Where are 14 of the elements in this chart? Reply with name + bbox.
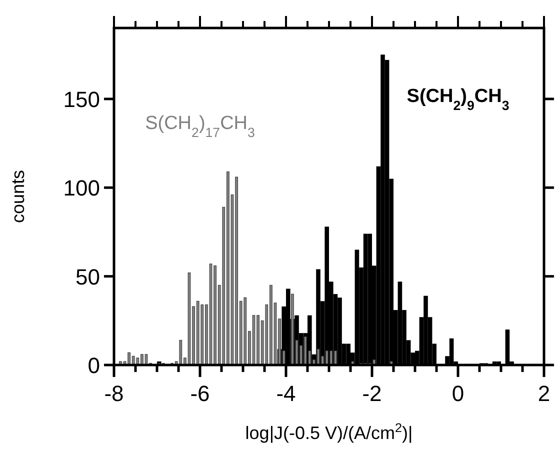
- y-tick-label: 150: [63, 86, 100, 112]
- x-tick-label: -8: [104, 381, 124, 406]
- legend-label: S(CH$_{2}$)$_{9}$CH$_{3}$: [406, 86, 510, 113]
- x-axis-title: log|J(-0.5 V)/(A/cm$^{2}$)|: [245, 421, 413, 443]
- y-tick-label: 100: [63, 176, 100, 201]
- x-tick-label: -4: [276, 381, 296, 406]
- y-tick-label: 0: [88, 353, 100, 378]
- text: S(CH$_{2}$)$_{17}$CH$_{3}$: [145, 113, 255, 140]
- x-tick-label: -2: [362, 381, 382, 406]
- x-tick-label: -6: [190, 381, 210, 406]
- y-axis-title: counts: [8, 170, 28, 224]
- x-tick-label: 0: [452, 381, 464, 406]
- y-tick-label: 50: [76, 264, 100, 290]
- x-tick-label: 2: [538, 381, 550, 406]
